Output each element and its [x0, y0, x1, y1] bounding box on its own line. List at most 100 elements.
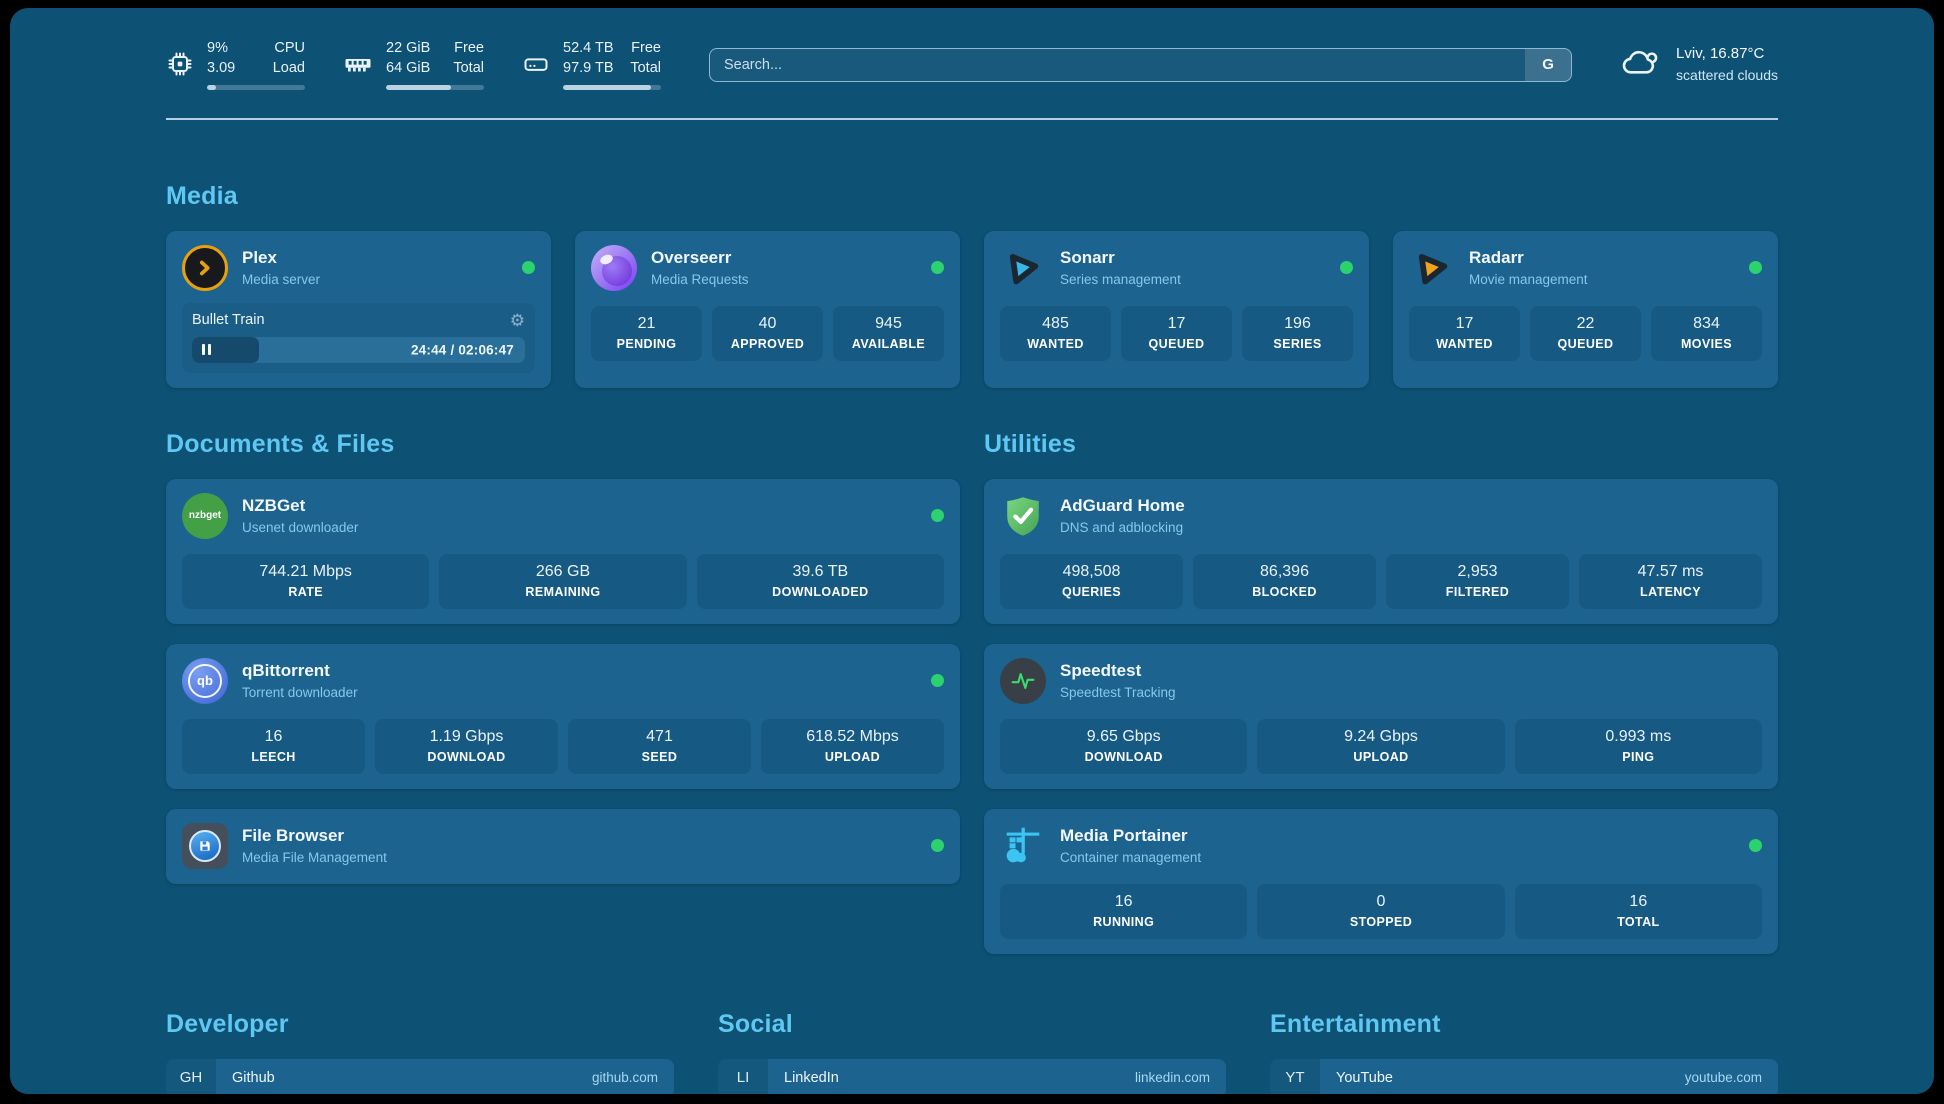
status-dot — [1340, 261, 1353, 275]
search-input[interactable] — [710, 48, 1526, 81]
stat-downloaded: 39.6 TB DOWNLOADED — [696, 553, 944, 609]
service-card-filebrowser[interactable]: File Browser Media File Management — [166, 808, 960, 884]
status-dot — [931, 261, 944, 275]
bookmark-youtube[interactable]: YT YouTube youtube.com — [1270, 1058, 1778, 1094]
disk-stat-widget: 52.4 TB 97.9 TB Free Total — [522, 38, 661, 90]
topbar: 9% 3.09 CPU Load — [166, 8, 1778, 90]
bookmark-group-entertainment: Entertainment YT YouTube youtube.com NF … — [1270, 1010, 1778, 1094]
overseerr-icon — [591, 244, 637, 291]
ram-total-value: 64 GiB — [386, 60, 431, 77]
stat-available: 945 AVAILABLE — [833, 305, 944, 361]
search-bar: G — [709, 47, 1573, 82]
service-card-plex[interactable]: Plex Media server Bullet Train ⚙ — [166, 230, 551, 388]
disk-progress-bar — [563, 84, 661, 90]
ram-total-label: Total — [453, 60, 484, 77]
nzbget-title: NZBGet — [242, 495, 306, 515]
stat-leech: 16 LEECH — [182, 718, 365, 774]
disk-total-label: Total — [630, 60, 661, 77]
ram-free-value: 22 GiB — [386, 40, 431, 56]
bookmark-group-social: Social LI LinkedIn linkedin.com TW Twitt… — [718, 1010, 1226, 1094]
weather-widget: Lviv, 16.87°C scattered clouds — [1620, 43, 1778, 85]
portainer-icon — [1000, 823, 1046, 869]
disk-icon — [522, 50, 550, 78]
sonarr-subtitle: Series management — [1060, 271, 1181, 287]
service-card-radarr[interactable]: Radarr Movie management 17 WANTED 22 QUE… — [1393, 230, 1778, 388]
adguard-icon — [1000, 493, 1046, 539]
nzbget-icon: nzbget — [182, 492, 228, 539]
cpu-usage-value: 9% — [207, 40, 228, 56]
plex-now-playing: Bullet Train ⚙ 24:44 / 02:06:47 — [182, 302, 535, 373]
section-documents: Documents & Files nzbget NZBGet Usenet d… — [166, 430, 960, 954]
ram-progress-bar — [386, 84, 484, 90]
stat-ping: 0.993 ms PING — [1514, 718, 1762, 774]
sonarr-title: Sonarr — [1060, 247, 1115, 267]
pause-icon[interactable] — [202, 344, 211, 356]
status-dot — [931, 674, 944, 688]
cpu-stat-widget: 9% 3.09 CPU Load — [166, 38, 305, 90]
disk-total-value: 97.9 TB — [563, 60, 614, 77]
weather-location: Lviv, 16.87°C — [1676, 44, 1765, 62]
stat-filtered: 2,953 FILTERED — [1386, 553, 1569, 609]
topbar-divider — [166, 117, 1778, 120]
stat-queries: 498,508 QUERIES — [1000, 553, 1183, 609]
speedtest-subtitle: Speedtest Tracking — [1060, 684, 1176, 700]
cpu-icon — [166, 50, 194, 78]
gear-icon[interactable]: ⚙ — [509, 310, 525, 330]
qbittorrent-subtitle: Torrent downloader — [242, 684, 358, 700]
social-section-title: Social — [718, 1009, 793, 1038]
playback-progress-bar[interactable]: 24:44 / 02:06:47 — [192, 336, 525, 363]
stat-pending: 21 PENDING — [591, 305, 702, 361]
portainer-title: Media Portainer — [1060, 825, 1188, 845]
stat-rate: 744.21 Mbps RATE — [182, 553, 430, 609]
status-dot — [522, 261, 535, 275]
ram-free-label: Free — [454, 40, 484, 56]
service-card-qbittorrent[interactable]: qb qBittorrent Torrent downloader 16 — [166, 643, 960, 789]
weather-condition: scattered clouds — [1676, 66, 1778, 83]
status-dot — [931, 509, 944, 523]
stat-movies: 834 MOVIES — [1651, 305, 1762, 361]
service-card-sonarr[interactable]: Sonarr Series management 485 WANTED 17 Q… — [984, 230, 1369, 388]
playback-time: 24:44 / 02:06:47 — [410, 342, 514, 358]
now-playing-title: Bullet Train — [192, 312, 265, 329]
stat-remaining: 266 GB REMAINING — [439, 553, 687, 609]
stat-running: 16 RUNNING — [1000, 883, 1248, 939]
stat-wanted: 17 WANTED — [1409, 305, 1520, 361]
service-card-portainer[interactable]: Media Portainer Container management 16 … — [984, 808, 1778, 954]
service-card-overseerr[interactable]: Overseerr Media Requests 21 PENDING 40 A… — [575, 230, 960, 388]
qbittorrent-title: qBittorrent — [242, 660, 330, 680]
overseerr-subtitle: Media Requests — [651, 271, 749, 287]
stat-total: 16 TOTAL — [1514, 883, 1762, 939]
adguard-subtitle: DNS and adblocking — [1060, 519, 1184, 535]
speedtest-icon — [1000, 657, 1046, 704]
bookmark-group-developer: Developer GH Github github.com SO StackO… — [166, 1010, 674, 1094]
bookmark-github[interactable]: GH Github github.com — [166, 1058, 674, 1094]
developer-section-title: Developer — [166, 1009, 289, 1038]
stat-stopped: 0 STOPPED — [1257, 883, 1505, 939]
service-card-speedtest[interactable]: Speedtest Speedtest Tracking 9.65 Gbps D… — [984, 643, 1778, 789]
stat-blocked: 86,396 BLOCKED — [1193, 553, 1376, 609]
bookmark-linkedin[interactable]: LI LinkedIn linkedin.com — [718, 1058, 1226, 1094]
documents-section-title: Documents & Files — [166, 429, 395, 458]
status-dot — [931, 839, 944, 853]
cloud-icon — [1620, 44, 1662, 83]
plex-subtitle: Media server — [242, 271, 321, 287]
radarr-title: Radarr — [1469, 247, 1524, 267]
nzbget-subtitle: Usenet downloader — [242, 519, 359, 535]
sonarr-icon — [1000, 245, 1046, 291]
stat-seed: 471 SEED — [568, 718, 751, 774]
status-dot — [1749, 839, 1762, 853]
ram-stat-widget: 22 GiB 64 GiB Free Total — [343, 38, 484, 90]
portainer-subtitle: Container management — [1060, 849, 1202, 865]
stat-queued: 17 QUEUED — [1121, 305, 1232, 361]
service-card-adguard[interactable]: AdGuard Home DNS and adblocking 498,508 … — [984, 478, 1778, 624]
cpu-progress-bar — [207, 84, 305, 90]
overseerr-title: Overseerr — [651, 247, 732, 267]
stat-latency: 47.57 ms LATENCY — [1579, 553, 1762, 609]
cpu-usage-label: CPU — [274, 40, 305, 56]
filebrowser-title: File Browser — [242, 825, 345, 845]
stat-download: 9.65 Gbps DOWNLOAD — [1000, 718, 1248, 774]
search-engine-button[interactable]: G — [1525, 48, 1572, 81]
service-card-nzbget[interactable]: nzbget NZBGet Usenet downloader 744.21 M… — [166, 478, 960, 624]
disk-free-label: Free — [631, 40, 661, 56]
plex-icon — [182, 244, 228, 291]
